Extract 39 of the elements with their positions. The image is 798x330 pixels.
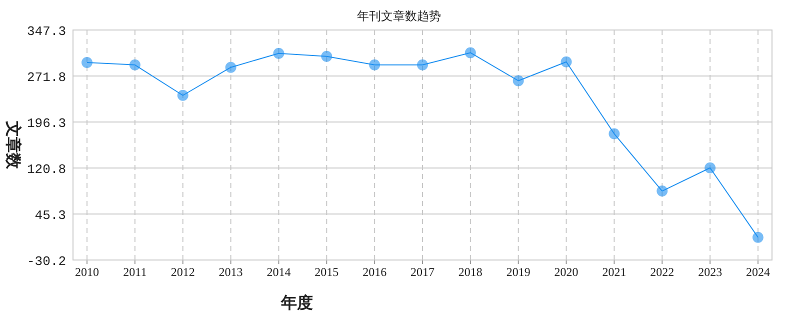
y-tick-label: 120.8 (26, 162, 66, 177)
point (512, 75, 524, 86)
chart-title: 年刊文章数趋势 (357, 9, 441, 23)
x-tick-label: 2019 (506, 265, 530, 279)
point (608, 128, 620, 140)
point (752, 232, 764, 243)
y-tick-label: 45.3 (34, 208, 66, 223)
x-tick-label: 2020 (554, 265, 578, 279)
y-tick-label: 271.8 (26, 70, 66, 85)
point (464, 47, 476, 58)
x-tick-label: 2024 (746, 265, 770, 279)
y-axis-title: 文章数 (4, 120, 22, 170)
x-tick-label: 2014 (266, 265, 291, 279)
x-axis-title: 年度 (280, 293, 313, 312)
y-tick-label: 196.3 (26, 116, 66, 131)
point (704, 162, 716, 174)
x-tick-label: 2018 (458, 265, 482, 279)
x-tick-label: 2013 (218, 265, 243, 279)
point (417, 59, 428, 70)
y-tick-label: -30.2 (26, 254, 66, 269)
point (177, 90, 188, 101)
x-tick-label: 2021 (602, 265, 626, 279)
x-tick-label: 2016 (362, 265, 387, 279)
x-tick-label: 2010 (75, 265, 99, 279)
point (369, 59, 380, 70)
x-tick-label: 2011 (123, 265, 147, 279)
x-tick-label: 2015 (314, 265, 339, 279)
x-tick-label: 2023 (698, 265, 722, 279)
x-tick-label: 2017 (410, 265, 434, 279)
point (129, 59, 140, 70)
point (273, 48, 284, 59)
y-tick-label: 347.3 (26, 24, 66, 39)
point (82, 56, 92, 68)
point (225, 62, 236, 73)
point (656, 186, 668, 197)
x-tick-label: 2012 (170, 265, 195, 279)
point (321, 50, 332, 62)
point (560, 56, 572, 68)
x-tick-label: 2022 (650, 265, 674, 279)
